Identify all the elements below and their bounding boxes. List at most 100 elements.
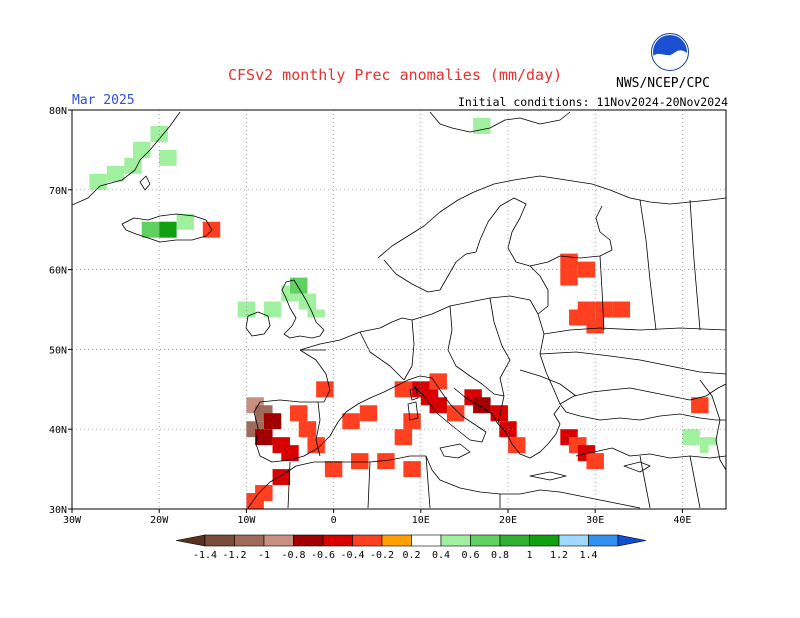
anomaly-cell <box>560 269 578 286</box>
anomaly-cell <box>106 165 125 182</box>
longitude-labels: 30W 20W 10W 0 10E 20E 30E 40E <box>63 515 691 526</box>
latitude-labels: 80N 70N 60N 50N 40N 30N <box>49 106 67 516</box>
anomaly-cell <box>542 373 561 390</box>
anomaly-cell <box>577 261 596 278</box>
colorbar-legend <box>175 534 647 547</box>
colorbar-tick-label: 0.2 <box>402 550 420 561</box>
colorbar-swatch <box>558 534 589 547</box>
anomaly-cell <box>307 317 325 334</box>
anomaly-cell <box>124 157 142 174</box>
anomaly-cell <box>508 110 526 126</box>
colorbar-swatch <box>499 534 530 547</box>
anomaly-cell <box>281 445 299 462</box>
colorbar-swatch <box>204 534 235 547</box>
anomaly-cell <box>351 453 369 470</box>
axis-ticks <box>68 109 683 513</box>
colorbar-tick-label: 0.8 <box>491 550 509 561</box>
anomaly-cell <box>359 405 378 422</box>
anomaly-cell <box>150 125 168 142</box>
coastlines-borders <box>72 111 726 509</box>
anomaly-cell <box>595 301 613 318</box>
lat-label: 80N <box>49 106 67 117</box>
lat-label: 60N <box>49 266 67 277</box>
initial-conditions: Initial conditions: 11Nov2024-20Nov2024 <box>457 95 728 109</box>
anomaly-cell <box>159 221 177 238</box>
colorbar-swatch <box>322 534 353 547</box>
colorbar-tick-label: 1.4 <box>579 550 597 561</box>
anomaly-cell <box>429 373 447 390</box>
anomaly-cell <box>133 141 151 158</box>
anomaly-cell <box>473 397 491 414</box>
lon-label: 30E <box>586 515 604 526</box>
anomaly-cell <box>263 301 282 318</box>
lon-label: 40E <box>673 515 691 526</box>
lon-label: 20E <box>499 515 517 526</box>
anomaly-cell <box>403 413 421 430</box>
colorbar-tick-label: -0.4 <box>340 550 364 561</box>
anomaly-cell <box>385 309 404 326</box>
colorbar-swatch <box>352 534 383 547</box>
anomaly-cell <box>255 429 273 446</box>
anomaly-cell <box>473 117 491 134</box>
anomaly-cell <box>508 437 526 454</box>
anomaly-cell <box>307 437 325 454</box>
lat-label: 30N <box>49 505 67 516</box>
lat-lon-grid <box>72 110 726 509</box>
anomaly-cell <box>246 493 264 509</box>
anomaly-cell <box>298 293 317 310</box>
colorbar-swatch <box>588 534 619 547</box>
anomaly-cell <box>691 397 709 414</box>
colorbar-tick-label: -0.8 <box>281 550 305 561</box>
anomaly-cell <box>586 317 604 334</box>
anomaly-cell <box>403 461 421 478</box>
anomaly-cell <box>429 397 447 414</box>
anomaly-cell <box>342 413 360 430</box>
anomaly-cell <box>324 461 343 478</box>
anomaly-cell <box>298 421 317 438</box>
lat-label: 40N <box>49 425 67 436</box>
colorbar-swatch <box>234 534 265 547</box>
valid-month: Mar 2025 <box>72 93 135 108</box>
colorbar-tick-label: -0.6 <box>311 550 335 561</box>
anomaly-cell <box>263 413 282 430</box>
anomaly-cell <box>446 365 465 382</box>
anomaly-cell <box>586 453 604 470</box>
colorbar-tick-label: -1 <box>258 550 270 561</box>
anomaly-cell <box>612 301 631 318</box>
anomaly-cell <box>89 173 107 190</box>
lon-label: 20W <box>150 515 169 526</box>
colorbar-swatch <box>529 534 560 547</box>
colorbar-tick-labels: -1.4 -1.2 -1 -0.8 -0.6 -0.4 -0.2 0.2 0.4 0.6 0.8 1 1… <box>193 550 598 561</box>
colorbar-tick-label: 1 <box>526 550 532 561</box>
lon-label: 30W <box>63 515 82 526</box>
anomaly-cell <box>237 301 256 318</box>
anomaly-cell <box>394 429 413 446</box>
lon-label: 10E <box>412 515 430 526</box>
anomaly-cell <box>490 405 508 422</box>
anomaly-cell <box>682 429 700 446</box>
anomaly-cell <box>290 405 308 422</box>
colorbar-swatch <box>293 534 324 547</box>
colorbar-tick-label: -1.2 <box>222 550 246 561</box>
anomaly-cell <box>429 357 447 374</box>
anomaly-cell <box>141 221 160 238</box>
noaa-logo-icon <box>651 33 689 71</box>
colorbar-swatch <box>470 534 501 547</box>
colorbar-swatch <box>411 534 442 547</box>
anomaly-cell <box>290 277 308 294</box>
lat-label: 70N <box>49 186 67 197</box>
colorbar-tick-label: 0.4 <box>432 550 450 561</box>
colorbar-under-arrow <box>175 534 206 547</box>
anomaly-cell <box>708 445 726 462</box>
anomaly-cell <box>176 213 195 230</box>
anomaly-cell <box>455 110 474 126</box>
colorbar-swatch <box>263 534 294 547</box>
colorbar-tick-label: 0.6 <box>461 550 479 561</box>
map-title: CFSv2 monthly Prec anomalies (mm/day) <box>228 66 563 84</box>
lat-label: 50N <box>49 345 67 356</box>
anomaly-cell <box>133 117 151 134</box>
colorbar-swatch <box>440 534 471 547</box>
lon-label: 10W <box>237 515 256 526</box>
anomaly-cell <box>377 453 395 470</box>
